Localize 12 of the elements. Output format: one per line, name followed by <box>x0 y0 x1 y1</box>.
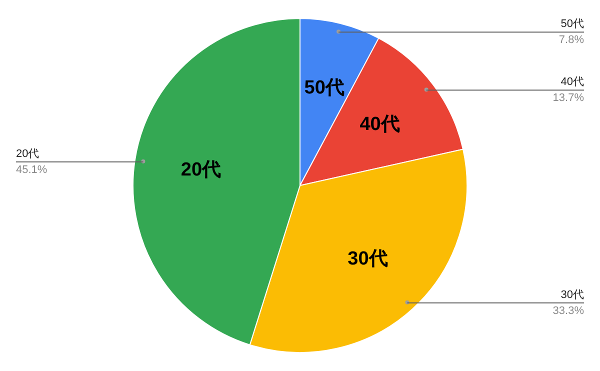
slice-label: 20代 <box>16 148 40 160</box>
data-label: 7.8% <box>558 34 584 46</box>
data-label: 33.3% <box>552 304 584 317</box>
slice-label: 30代 <box>560 288 584 301</box>
data-label: 13.7% <box>552 92 584 104</box>
data-label: 45.1% <box>16 164 48 176</box>
slice-label: 50代 <box>560 18 584 30</box>
slice-label: 40代 <box>360 114 400 136</box>
slice-label: 20代 <box>180 160 222 181</box>
slice-label: 30代 <box>348 248 388 270</box>
slice-label: 40代 <box>560 76 584 88</box>
slice-label: 50代 <box>304 78 344 99</box>
